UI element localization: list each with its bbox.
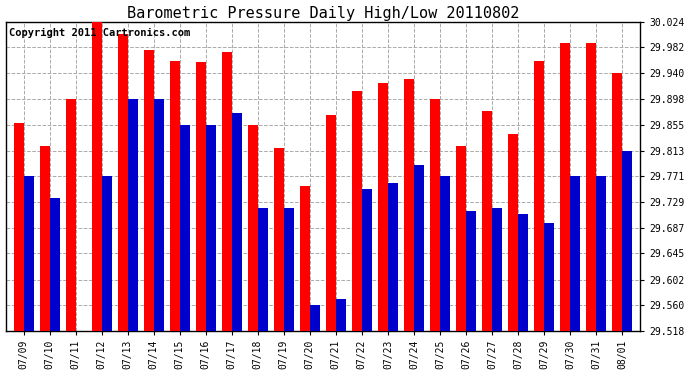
Bar	[144, 50, 154, 331]
Bar	[508, 134, 518, 331]
Bar	[404, 79, 414, 331]
Bar	[544, 223, 554, 331]
Bar	[482, 111, 492, 331]
Bar	[154, 99, 164, 331]
Bar	[560, 42, 570, 331]
Bar	[596, 176, 606, 331]
Bar	[352, 92, 362, 331]
Bar	[66, 99, 76, 331]
Bar	[414, 165, 424, 331]
Bar	[258, 207, 268, 331]
Bar	[518, 214, 528, 331]
Bar	[310, 305, 319, 331]
Bar	[170, 61, 180, 331]
Bar	[128, 99, 138, 331]
Bar	[570, 176, 580, 331]
Bar	[180, 125, 190, 331]
Bar	[388, 183, 397, 331]
Bar	[92, 22, 102, 331]
Bar	[284, 207, 294, 331]
Bar	[492, 207, 502, 331]
Bar	[336, 299, 346, 331]
Bar	[118, 34, 128, 331]
Bar	[300, 186, 310, 331]
Text: Copyright 2011 Cartronics.com: Copyright 2011 Cartronics.com	[9, 28, 190, 38]
Bar	[40, 146, 50, 331]
Bar	[206, 125, 216, 331]
Bar	[222, 52, 232, 331]
Bar	[14, 123, 23, 331]
Bar	[232, 113, 241, 331]
Bar	[430, 99, 440, 331]
Bar	[362, 189, 372, 331]
Bar	[586, 42, 596, 331]
Bar	[456, 146, 466, 331]
Bar	[50, 198, 59, 331]
Bar	[612, 73, 622, 331]
Bar	[440, 176, 450, 331]
Bar	[248, 125, 258, 331]
Bar	[326, 115, 336, 331]
Bar	[622, 151, 632, 331]
Bar	[466, 211, 476, 331]
Bar	[23, 176, 34, 331]
Bar	[102, 176, 112, 331]
Bar	[534, 61, 544, 331]
Title: Barometric Pressure Daily High/Low 20110802: Barometric Pressure Daily High/Low 20110…	[127, 6, 519, 21]
Bar	[274, 148, 284, 331]
Bar	[378, 83, 388, 331]
Bar	[196, 62, 206, 331]
